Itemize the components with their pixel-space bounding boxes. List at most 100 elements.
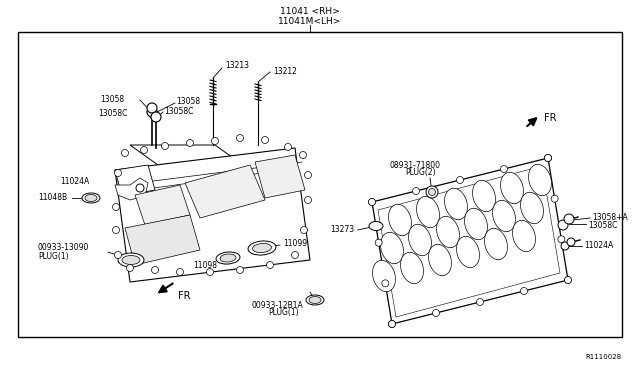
Text: 13058: 13058	[100, 94, 124, 103]
Circle shape	[382, 280, 389, 287]
Circle shape	[558, 236, 565, 243]
Polygon shape	[372, 158, 568, 324]
Ellipse shape	[445, 188, 467, 220]
Circle shape	[456, 176, 463, 183]
Circle shape	[413, 187, 419, 195]
Circle shape	[207, 269, 214, 276]
Circle shape	[388, 321, 396, 327]
Circle shape	[147, 107, 157, 117]
Ellipse shape	[417, 196, 440, 228]
Text: 13058+A: 13058+A	[592, 212, 628, 221]
Polygon shape	[115, 165, 155, 196]
Circle shape	[141, 147, 147, 154]
Circle shape	[300, 151, 307, 158]
Text: PLUG(2): PLUG(2)	[405, 169, 436, 177]
Text: 11098: 11098	[193, 262, 217, 270]
Text: 11024A: 11024A	[584, 241, 613, 250]
Ellipse shape	[381, 232, 403, 264]
Circle shape	[122, 150, 129, 157]
Ellipse shape	[372, 260, 396, 292]
Polygon shape	[125, 215, 200, 265]
Circle shape	[115, 251, 122, 259]
Circle shape	[113, 227, 120, 234]
Polygon shape	[115, 178, 148, 200]
Circle shape	[186, 140, 193, 147]
Circle shape	[561, 242, 569, 250]
Circle shape	[305, 196, 312, 203]
Polygon shape	[185, 165, 265, 218]
Circle shape	[545, 154, 552, 161]
Circle shape	[433, 310, 440, 317]
Ellipse shape	[456, 236, 479, 268]
Polygon shape	[378, 166, 560, 317]
Circle shape	[291, 251, 298, 259]
Circle shape	[266, 262, 273, 269]
Circle shape	[262, 137, 269, 144]
Circle shape	[136, 184, 144, 192]
Circle shape	[152, 266, 159, 273]
Text: 11048B: 11048B	[38, 193, 67, 202]
Ellipse shape	[216, 252, 240, 264]
Circle shape	[285, 144, 291, 151]
Circle shape	[564, 214, 574, 224]
Circle shape	[545, 154, 552, 161]
Ellipse shape	[493, 201, 515, 232]
Polygon shape	[135, 185, 190, 225]
Circle shape	[564, 276, 572, 283]
Text: 13213: 13213	[225, 61, 249, 71]
Circle shape	[211, 138, 218, 144]
Text: FR: FR	[178, 291, 191, 301]
Ellipse shape	[220, 254, 236, 262]
Circle shape	[429, 189, 435, 196]
Ellipse shape	[248, 241, 276, 255]
Ellipse shape	[253, 243, 271, 253]
Ellipse shape	[388, 204, 412, 236]
Ellipse shape	[513, 220, 536, 252]
Text: 13058C: 13058C	[588, 221, 618, 230]
Ellipse shape	[436, 217, 460, 248]
Text: 11041M<LH>: 11041M<LH>	[278, 17, 342, 26]
Text: 00933-13090: 00933-13090	[38, 244, 90, 253]
Circle shape	[477, 298, 483, 305]
Circle shape	[147, 103, 157, 113]
Circle shape	[305, 171, 312, 179]
Circle shape	[369, 199, 376, 205]
Ellipse shape	[484, 228, 508, 260]
Text: FR: FR	[544, 113, 557, 123]
Bar	[18, 32, 622, 337]
Ellipse shape	[122, 256, 140, 264]
Ellipse shape	[520, 192, 543, 224]
Circle shape	[388, 321, 396, 327]
Ellipse shape	[401, 252, 424, 284]
Circle shape	[115, 170, 122, 176]
Circle shape	[369, 199, 376, 205]
Ellipse shape	[465, 208, 488, 240]
Ellipse shape	[429, 244, 451, 276]
Circle shape	[301, 227, 307, 234]
Ellipse shape	[309, 296, 321, 304]
Circle shape	[520, 288, 527, 295]
Circle shape	[545, 154, 552, 161]
Polygon shape	[255, 155, 305, 198]
Text: PLUG(1): PLUG(1)	[268, 308, 299, 317]
Ellipse shape	[408, 224, 431, 256]
Circle shape	[388, 321, 396, 327]
Circle shape	[161, 142, 168, 150]
Text: 11041 <RH>: 11041 <RH>	[280, 7, 340, 16]
Ellipse shape	[306, 295, 324, 305]
Text: 08931-71800: 08931-71800	[390, 160, 441, 170]
Text: PLUG(1): PLUG(1)	[38, 251, 68, 260]
Circle shape	[177, 269, 184, 276]
Text: 13273: 13273	[330, 225, 354, 234]
Circle shape	[113, 203, 120, 211]
Circle shape	[558, 220, 568, 230]
Ellipse shape	[472, 180, 495, 212]
Circle shape	[375, 239, 382, 246]
Polygon shape	[130, 145, 250, 170]
Text: 13212: 13212	[273, 67, 297, 77]
Ellipse shape	[500, 172, 524, 204]
Text: 11024A: 11024A	[60, 177, 89, 186]
Circle shape	[426, 186, 438, 198]
Text: 13058C: 13058C	[98, 109, 127, 119]
Text: 11099: 11099	[283, 240, 307, 248]
